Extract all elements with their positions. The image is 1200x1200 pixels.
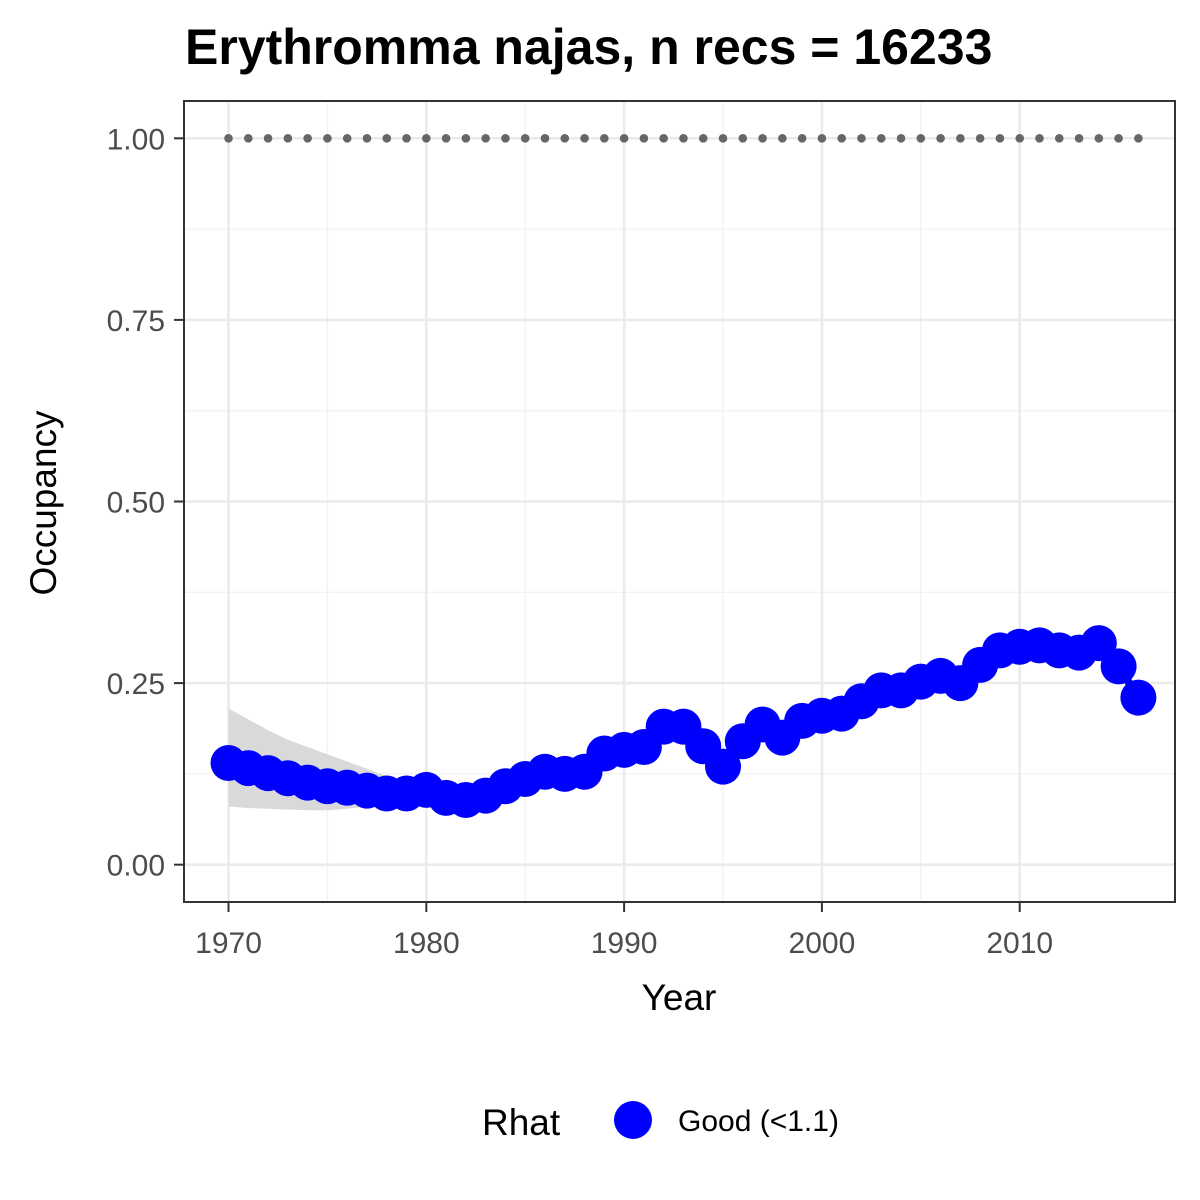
axes: 1970 1980 1990 2000 2010 0.00 0.25 0.50 0.75 1.00 [107,123,1053,960]
reference-point [936,134,945,143]
reference-point [817,134,827,143]
reference-point [422,134,431,143]
reference-point [857,134,866,143]
y-tick-label: 0.50 [107,487,165,520]
reference-point [758,134,767,143]
x-tick-label: 2010 [986,927,1053,960]
x-tick-label: 1970 [195,927,262,960]
reference-point [303,134,312,143]
reference-point [995,134,1005,143]
y-tick-label: 1.00 [107,123,165,156]
reference-point [362,134,372,143]
reference-point [501,134,510,143]
reference-point [876,134,886,143]
reference-point [778,134,787,143]
reference-point [619,134,629,143]
reference-point [342,134,352,143]
legend-title: Rhat [482,1102,561,1143]
reference-point [540,134,550,143]
y-tick-label: 0.75 [107,305,165,338]
reference-point [639,134,649,143]
reference-point [382,134,392,143]
reference-point [441,134,451,143]
reference-point [323,134,332,143]
legend: Rhat Good (<1.1) [482,1101,839,1143]
reference-point [600,134,609,143]
reference-point [698,134,708,143]
reference-point [975,134,985,143]
occupancy-point [1100,648,1137,685]
reference-point [481,134,490,143]
legend-label-good: Good (<1.1) [678,1105,839,1138]
reference-point [679,134,688,143]
reference-point [1074,134,1084,143]
reference-point [738,134,748,143]
y-axis-title: Occupancy [23,410,64,596]
reference-point [283,134,293,143]
occupancy-point [705,748,742,785]
reference-point [1114,134,1123,143]
reference-point [956,134,965,143]
reference-point [1094,134,1104,143]
reference-point [718,134,728,143]
reference-point [243,134,253,143]
reference-point [916,134,926,143]
reference-point [1035,134,1044,143]
reference-point [1054,134,1064,143]
reference-point [580,134,589,143]
reference-point [461,134,471,143]
reference-point [224,134,233,143]
legend-key-good [614,1101,652,1139]
reference-point [1015,134,1025,143]
chart-title: Erythromma najas, n recs = 16233 [185,19,992,75]
reference-point [560,134,570,143]
reference-points-group [224,134,1143,143]
reference-point [896,134,906,143]
reference-point [1134,134,1143,143]
y-tick-label: 0.00 [107,850,165,883]
x-axis-title: Year [642,977,717,1018]
x-tick-label: 2000 [789,927,856,960]
occupancy-series-group [210,625,1157,819]
reference-point [659,134,668,143]
reference-point [520,134,530,143]
occupancy-point [1120,679,1157,716]
y-tick-label: 0.25 [107,668,165,701]
x-tick-label: 1980 [393,927,460,960]
x-tick-label: 1990 [591,927,658,960]
reference-point [402,134,411,143]
reference-point [797,134,807,143]
reference-point [837,134,846,143]
reference-point [263,134,273,143]
